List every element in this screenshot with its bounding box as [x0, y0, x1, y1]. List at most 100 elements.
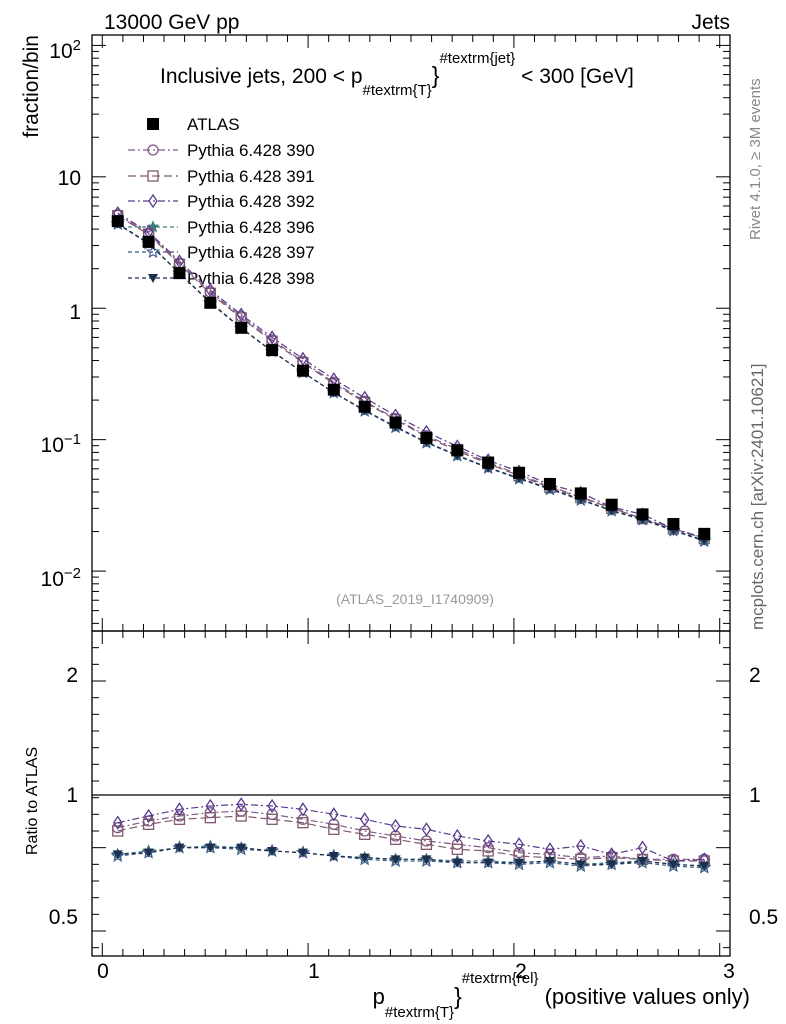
- ratio-tick-label-right-0.5: 0.5: [749, 906, 778, 929]
- ratio-point-1: [420, 838, 433, 850]
- ratio-axis-ticks: [92, 630, 730, 956]
- ratio-frame: [91, 630, 731, 957]
- ratio-point-1: [297, 817, 309, 829]
- atlas-point: [451, 444, 464, 457]
- atlas-point: [389, 416, 402, 429]
- x-tick-label-2: 2: [515, 960, 527, 983]
- main-axis-ticks: [92, 35, 730, 631]
- ratio-point-5: [699, 862, 710, 871]
- ratio-point-1: [112, 825, 124, 837]
- ratio-line-2: [117, 803, 705, 862]
- ratio-point-2: [514, 837, 524, 852]
- atlas-point: [543, 477, 556, 490]
- ratio-point-2: [637, 840, 648, 855]
- ratio-tick-label-1: 1: [66, 784, 78, 807]
- atlas-point: [636, 508, 649, 521]
- legend-marker-1: [147, 170, 159, 182]
- legend-marker-5: [148, 274, 158, 283]
- x-tick-label-3: 3: [723, 960, 735, 983]
- ratio-point-2: [329, 807, 339, 822]
- y-tick-label-10: 10: [58, 167, 81, 190]
- ratio-point-2: [236, 797, 246, 812]
- ratio-point-5: [668, 860, 679, 870]
- ratio-point-5: [328, 852, 339, 861]
- atlas-data-layer: [111, 215, 711, 540]
- ratio-point-5: [606, 860, 617, 870]
- atlas-point: [111, 215, 124, 228]
- atlas-point: [266, 344, 279, 357]
- ratio-point-5: [514, 858, 525, 868]
- atlas-point: [482, 456, 495, 469]
- analysis-watermark: (ATLAS_2019_I1740909): [336, 591, 494, 607]
- ratio-point-1: [328, 823, 340, 835]
- ratio-point-5: [112, 850, 123, 860]
- ratio-point-5: [390, 855, 401, 865]
- ratio-point-1: [142, 818, 155, 830]
- ratio-point-2: [483, 833, 493, 849]
- ratio-point-5: [637, 857, 648, 866]
- ratio-tick-label-right-1: 1: [749, 784, 761, 807]
- x-tick-label-0: 0: [97, 960, 109, 983]
- atlas-point: [296, 364, 309, 377]
- ratio-point-1: [359, 828, 371, 840]
- header-right: Jets: [691, 11, 730, 34]
- mcplots-label: mcplots.cern.ch [arXiv:2401.10621]: [748, 364, 767, 630]
- ratio-axis-label: Ratio to ATLAS: [24, 747, 41, 855]
- atlas-point: [142, 235, 155, 248]
- ratio-point-2: [421, 822, 432, 837]
- series-line-0: [117, 214, 705, 539]
- ratio-tick-label-0.5: 0.5: [49, 906, 78, 929]
- legend-label-398: Pythia 6.428 398: [187, 269, 315, 288]
- atlas-point: [235, 321, 248, 334]
- ratio-tick-label-right-2: 2: [749, 664, 761, 687]
- y-tick-labels: 102 10 1 10−1 10−2: [41, 37, 81, 591]
- atlas-point: [204, 296, 217, 309]
- atlas-point: [173, 267, 186, 280]
- ratio-point-5: [143, 848, 154, 858]
- y-tick-label-100: 102: [49, 37, 81, 63]
- legend-label-396: Pythia 6.428 396: [187, 218, 315, 237]
- ratio-point-2: [576, 838, 586, 854]
- ratio-point-2: [452, 828, 463, 844]
- legend: ATLAS Pythia 6.428 390 Pythia 6.428 391 …: [128, 115, 315, 288]
- ratio-point-1: [389, 833, 402, 845]
- legend-marker-2: [148, 193, 158, 209]
- ratio-point-5: [575, 860, 586, 870]
- ratio-line-5: [117, 847, 705, 867]
- legend-label-392: Pythia 6.428 392: [187, 192, 315, 211]
- ratio-point-5: [236, 843, 247, 853]
- series-point-2: [236, 307, 246, 322]
- y-tick-label-0.01: 10−2: [41, 565, 81, 591]
- atlas-point: [605, 498, 618, 511]
- ratio-point-2: [390, 818, 401, 834]
- ratio-point-2: [174, 802, 185, 817]
- ratio-point-2: [205, 798, 216, 814]
- ratio-tick-labels: 2 1 0.5 2 1 0.5: [49, 664, 778, 929]
- series-point-2: [267, 330, 277, 345]
- legend-label-atlas: ATLAS: [187, 115, 240, 134]
- y-axis-label: fraction/bin: [20, 35, 43, 138]
- atlas-point: [574, 487, 587, 500]
- x-axis-label: p#textrm{T}}#textrm{rel} (positive value…: [373, 970, 750, 1021]
- atlas-point: [420, 431, 433, 444]
- legend-label-391: Pythia 6.428 391: [187, 167, 315, 186]
- ratio-point-5: [544, 857, 555, 866]
- ratio-tick-label-2: 2: [66, 664, 78, 687]
- ratio-point-5: [174, 843, 185, 853]
- ratio-point-5: [297, 848, 308, 858]
- ratio-point-2: [267, 798, 277, 814]
- x-tick-label-1: 1: [308, 960, 320, 983]
- atlas-point: [358, 400, 371, 413]
- ratio-line-0: [117, 810, 705, 860]
- rivet-label: Rivet 4.1.0, ≥ 3M events: [747, 78, 764, 240]
- legend-label-397: Pythia 6.428 397: [187, 243, 315, 262]
- ratio-point-5: [421, 855, 432, 865]
- legend-marker-0: [147, 144, 159, 156]
- ratio-point-5: [483, 858, 494, 868]
- ratio-series-layer: [110, 797, 712, 874]
- x-tick-labels: 0 1 2 3: [97, 960, 735, 983]
- series-line-1: [117, 215, 705, 540]
- ratio-point-5: [267, 847, 278, 856]
- ratio-point-2: [143, 808, 154, 824]
